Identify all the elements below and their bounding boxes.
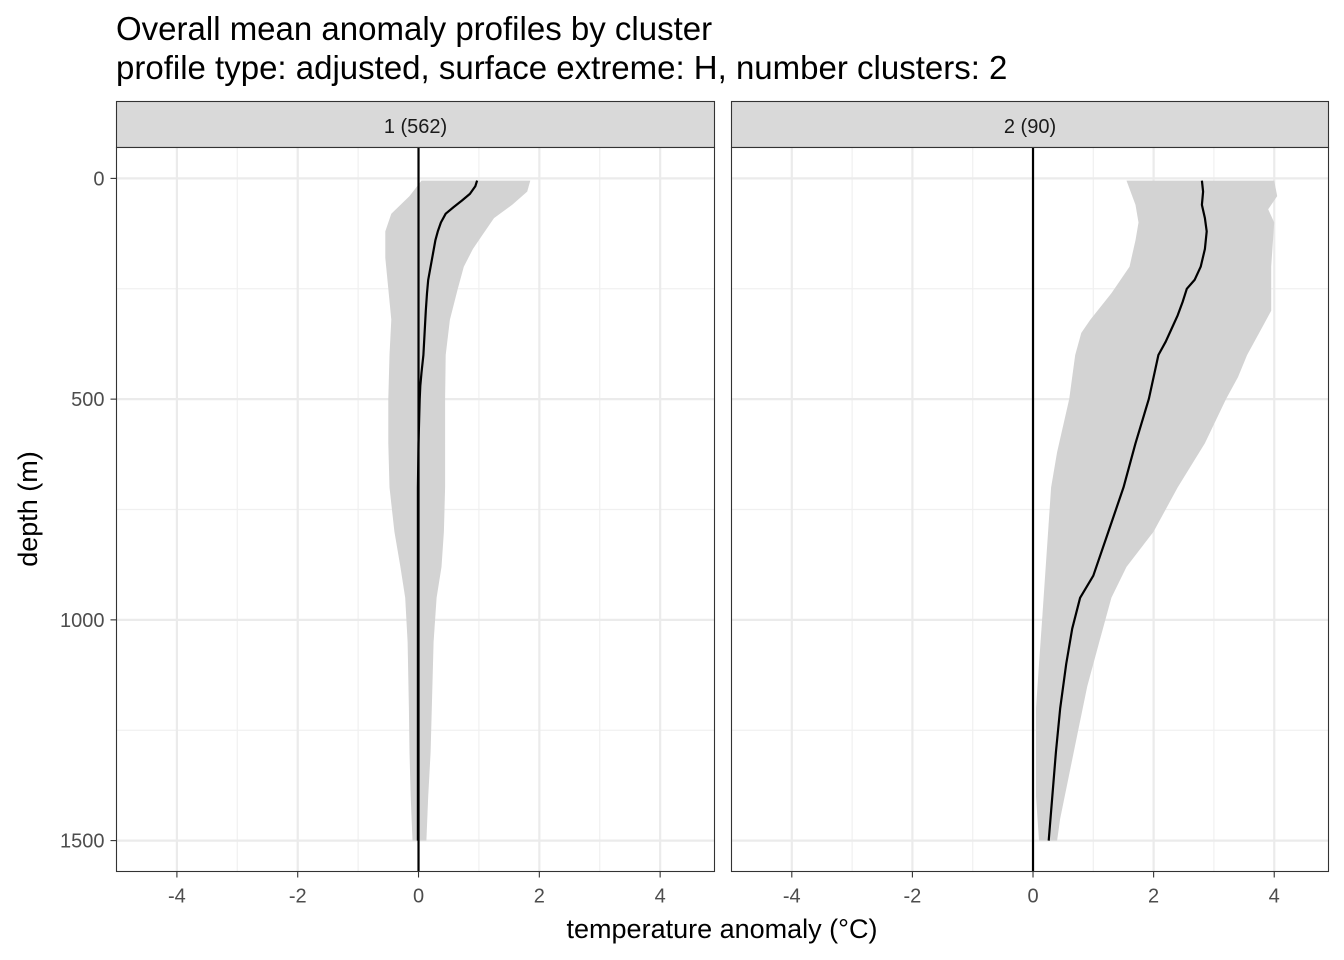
- y-tick-label: 1000: [60, 610, 105, 632]
- panel-border: [730, 146, 1330, 873]
- facet-panel-1: 1 (562) -4 -2 0 2 4: [115, 100, 716, 908]
- x-tick-label: 4: [1269, 886, 1280, 908]
- spread-band: [385, 180, 531, 841]
- x-tick-label: -2: [289, 886, 307, 908]
- panels-layer: 1 (562) -4 -2 0 2 4 2 (90) -4 -2 0 2 4: [115, 100, 1330, 908]
- x-tick-label: -2: [904, 886, 922, 908]
- panel-border: [115, 146, 716, 873]
- y-tick-label: 500: [71, 389, 104, 411]
- mean-profile-line: [416, 180, 479, 841]
- x-axis-title: temperature anomaly (°C): [567, 914, 878, 944]
- x-tick-label: 0: [1027, 886, 1038, 908]
- x-tick-label: 0: [413, 886, 424, 908]
- y-axis-title: depth (m): [13, 451, 43, 567]
- y-tick-label: 0: [93, 168, 104, 190]
- mean-profile-line: [1047, 180, 1208, 841]
- chart-title: Overall mean anomaly profiles by cluster: [116, 10, 712, 47]
- x-tick-label: 2: [1148, 886, 1159, 908]
- facet-strip-label: 1 (562): [384, 116, 447, 138]
- spread-band: [1036, 180, 1278, 841]
- y-tick-label: 1500: [60, 831, 105, 853]
- x-tick-label: -4: [168, 886, 186, 908]
- facet-strip: [115, 100, 716, 149]
- facet-strip: [730, 100, 1330, 149]
- x-tick-label: 2: [534, 886, 545, 908]
- x-tick-label: -4: [783, 886, 801, 908]
- facet-strip-label: 2 (90): [1004, 116, 1056, 138]
- x-tick-label: 4: [655, 886, 666, 908]
- chart-subtitle: profile type: adjusted, surface extreme:…: [116, 49, 1007, 86]
- y-axis: 0 500 1000 1500: [60, 168, 117, 853]
- facet-panel-2: 2 (90) -4 -2 0 2 4: [730, 100, 1330, 908]
